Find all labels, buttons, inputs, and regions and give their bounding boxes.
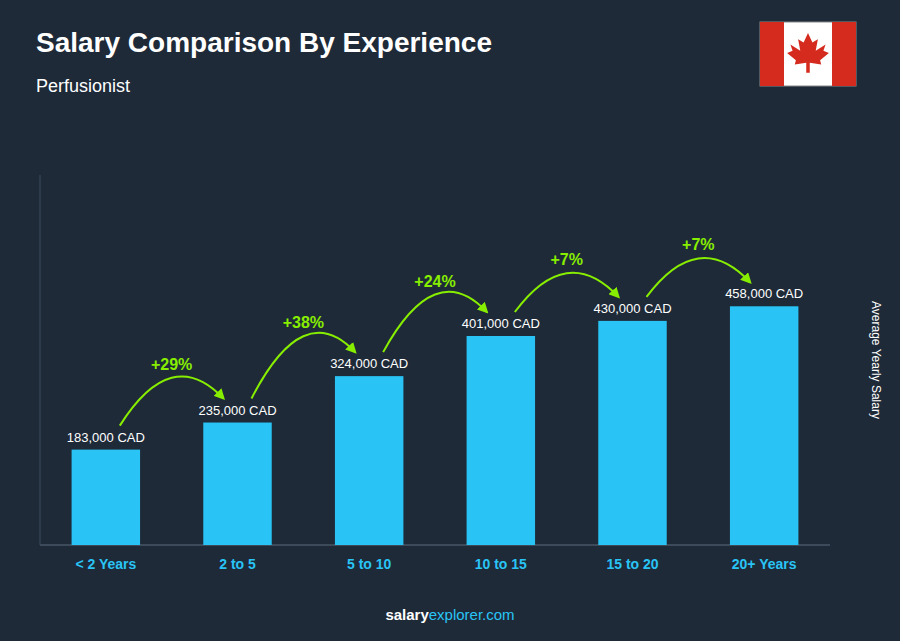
data-label: 235,000 CAD bbox=[198, 403, 276, 418]
x-tick-label: 2 to 5 bbox=[219, 556, 256, 572]
x-tick-label: 10 to 15 bbox=[475, 556, 527, 572]
annotation: +29% bbox=[151, 356, 192, 373]
x-axis-line bbox=[40, 545, 830, 546]
background bbox=[0, 0, 900, 641]
flag-field bbox=[760, 22, 856, 86]
footer-part: salary bbox=[385, 606, 429, 623]
x-tick-label: 20+ Years bbox=[732, 556, 797, 572]
y-axis-line bbox=[40, 175, 41, 545]
annotation: +7% bbox=[550, 251, 582, 268]
bars bbox=[72, 306, 799, 545]
x-tick-label: 15 to 20 bbox=[606, 556, 658, 572]
flag-leaf bbox=[787, 33, 829, 73]
y-axis-label: Average Yearly Salary bbox=[869, 301, 883, 419]
bar bbox=[203, 423, 271, 545]
annotation: +38% bbox=[283, 314, 324, 331]
change-arrow bbox=[647, 258, 751, 297]
bar bbox=[598, 321, 666, 545]
flag-stripe bbox=[832, 22, 856, 86]
flag bbox=[760, 22, 856, 86]
change-arrow bbox=[515, 273, 619, 312]
annotation: +24% bbox=[414, 273, 455, 290]
bar bbox=[335, 376, 403, 545]
x-tick-label: 5 to 10 bbox=[347, 556, 392, 572]
change-arrow bbox=[383, 292, 487, 352]
footer: salaryexplorer.com bbox=[385, 606, 514, 623]
change-arrow bbox=[252, 333, 356, 399]
bar bbox=[730, 306, 798, 545]
data-label: 401,000 CAD bbox=[462, 316, 540, 331]
flag-stripe bbox=[760, 22, 784, 86]
data-label: 458,000 CAD bbox=[725, 286, 803, 301]
bar bbox=[72, 450, 140, 545]
data-label: 430,000 CAD bbox=[593, 301, 671, 316]
data-label: 183,000 CAD bbox=[67, 430, 145, 445]
footer-part: explorer.com bbox=[429, 606, 515, 623]
bar bbox=[467, 336, 535, 545]
subtitle: Perfusionist bbox=[36, 76, 130, 96]
change-arrow bbox=[120, 376, 224, 425]
data-label: 324,000 CAD bbox=[330, 356, 408, 371]
annotation: +7% bbox=[682, 236, 714, 253]
x-tick-label: < 2 Years bbox=[75, 556, 136, 572]
title: Salary Comparison By Experience bbox=[36, 27, 492, 58]
chart: Salary Comparison By Experience Perfusion… bbox=[0, 0, 900, 641]
